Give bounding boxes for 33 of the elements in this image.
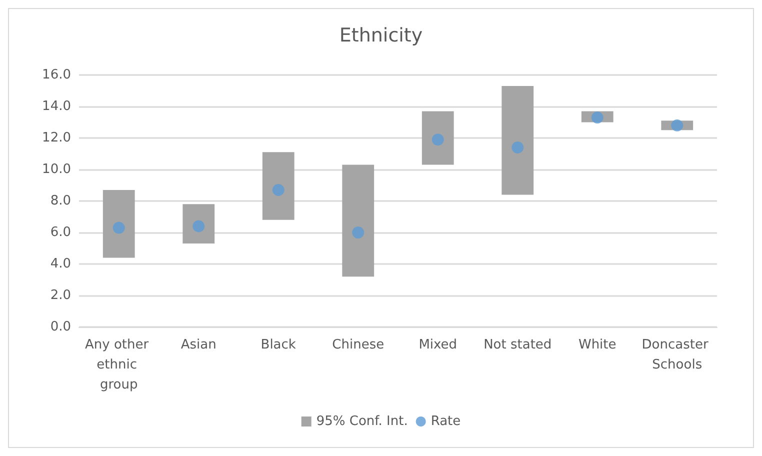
point [591, 112, 604, 124]
y-tick-label: 10.0 [42, 162, 71, 177]
x-tick-label: Doncaster Schools [642, 338, 712, 372]
y-tick-label: 0.0 [50, 320, 71, 334]
legend-label: 95% Conf. Int. [316, 414, 408, 429]
y-tick-label: 12.0 [42, 130, 71, 146]
x-tick-label: Asian [180, 338, 216, 352]
x-tick-label: Chinese [332, 338, 384, 352]
x-tick-label: Any other ethnic group [85, 338, 153, 392]
y-tick-label: 8.0 [50, 194, 71, 208]
point [432, 134, 444, 146]
point [112, 222, 125, 234]
bar [502, 86, 534, 195]
y-tick-label: 4.0 [50, 256, 71, 272]
bar [342, 164, 374, 277]
legend-label: Rate [430, 414, 461, 429]
x-tick-label: White [578, 338, 616, 352]
y-tick-label: 6.0 [50, 225, 71, 240]
x-tick-label: Mixed [418, 338, 458, 352]
x-tick-label: Black [260, 338, 296, 352]
bar [102, 190, 135, 258]
point [352, 226, 364, 238]
y-tick-label: 2.0 [50, 288, 71, 303]
point [512, 141, 524, 154]
point [671, 119, 684, 132]
x-tick-label: Not stated [484, 338, 552, 352]
point [272, 184, 284, 196]
y-tick-label: 14.0 [42, 99, 71, 114]
chart-title: Ethnicity [339, 24, 423, 46]
bar [182, 204, 215, 244]
bar [262, 152, 294, 220]
bar [422, 111, 454, 165]
y-tick-label: 16.0 [42, 68, 71, 82]
